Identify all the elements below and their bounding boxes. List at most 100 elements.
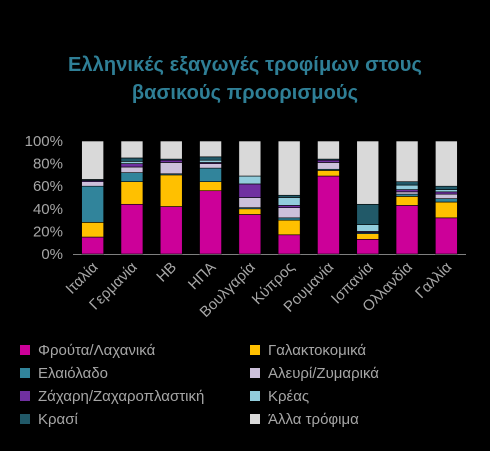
- bar-segment: [395, 184, 419, 190]
- bar-segment: [120, 157, 144, 162]
- bar-segment: [120, 181, 144, 205]
- chart-title-line-1: Ελληνικές εξαγωγές τροφίμων στους: [68, 54, 422, 76]
- bar-stack: [356, 140, 380, 255]
- bar-segment: [199, 163, 222, 169]
- bar-segment: [277, 219, 301, 236]
- bar-segment: [277, 217, 301, 221]
- bar-segment: [199, 181, 222, 192]
- bar-stack: [277, 140, 301, 255]
- bar-segment: [81, 222, 104, 238]
- bar-segment: [199, 190, 222, 255]
- chart-title-line-2: βασικούς προορισμούς: [131, 82, 359, 104]
- bar-segment: [81, 185, 104, 223]
- bar-segment: [199, 167, 222, 182]
- bar-segment: [120, 140, 144, 159]
- bar-segment: [317, 140, 340, 160]
- axis-layer: 0% 20% 40% 60% 80% 100%: [25, 133, 466, 263]
- legend-label: Γαλακτοκομικά: [268, 342, 366, 359]
- bar-segment: [81, 236, 104, 255]
- legend-label: Φρούτα/Λαχανικά: [38, 342, 156, 359]
- bar-segment: [238, 214, 262, 255]
- bar-segment: [435, 193, 458, 199]
- y-tick-label: 20%: [33, 223, 63, 240]
- bar-segment: [356, 233, 380, 240]
- legend-swatch: [250, 414, 260, 424]
- legend-label: Ζάχαρη/Ζαχαροπλαστική: [38, 388, 204, 405]
- legend-swatch: [20, 391, 30, 401]
- bar-segment: [435, 217, 458, 255]
- bar-segment: [395, 193, 419, 197]
- bar-segment: [317, 175, 340, 255]
- bar-stack: [120, 140, 144, 255]
- bar-segment: [238, 197, 262, 208]
- bar-segment: [435, 191, 458, 195]
- bar-segment: [120, 172, 144, 182]
- bar-segment: [120, 166, 144, 173]
- y-tick-label: 80%: [33, 156, 63, 173]
- legend-swatch: [250, 345, 260, 355]
- x-tick-label: Γαλλία: [412, 259, 455, 302]
- bar-segment: [238, 183, 262, 198]
- bars-layer: [81, 140, 458, 255]
- bar-segment: [120, 163, 144, 168]
- bar-segment: [356, 224, 380, 232]
- y-tick-label: 60%: [33, 178, 63, 195]
- bar-segment: [159, 140, 183, 160]
- bar-segment: [120, 203, 144, 255]
- y-tick-label: 40%: [33, 201, 63, 218]
- bar-segment: [159, 174, 183, 207]
- legend-label: Αλευρί/Ζυμαρικά: [268, 365, 379, 382]
- bar-stack: [395, 140, 419, 255]
- bar-segment: [395, 196, 419, 206]
- bar-segment: [395, 181, 419, 186]
- bar-segment: [277, 197, 301, 206]
- legend-swatch: [20, 414, 30, 424]
- bar-segment: [277, 234, 301, 255]
- y-tick-label: 0%: [41, 246, 63, 263]
- bar-segment: [159, 206, 183, 255]
- bar-stack: [238, 140, 262, 255]
- bar-segment: [435, 198, 458, 203]
- bar-segment: [356, 239, 380, 255]
- bar-segment: [277, 194, 301, 198]
- bar-segment: [435, 201, 458, 219]
- bar-segment: [199, 140, 222, 158]
- bar-segment: [395, 205, 419, 255]
- legend-swatch: [250, 391, 260, 401]
- bar-segment: [238, 175, 262, 185]
- x-tick-label: ΗΠΑ: [185, 259, 219, 293]
- bar-stack: [317, 140, 340, 255]
- bar-segment: [435, 189, 458, 193]
- legend-label: Κρέας: [268, 388, 309, 405]
- bar-stack: [159, 140, 183, 255]
- bar-segment: [159, 162, 183, 175]
- bar-segment: [81, 181, 104, 187]
- legend-label: Ελαιόλαδο: [38, 365, 108, 382]
- bar-segment: [159, 159, 183, 163]
- bar-segment: [435, 185, 458, 190]
- bar-segment: [277, 207, 301, 219]
- legend-label: Κρασί: [38, 411, 78, 428]
- bar-stack: [199, 140, 222, 255]
- bar-segment: [277, 140, 301, 196]
- bar-segment: [317, 159, 340, 163]
- bar-stack: [81, 140, 104, 255]
- bar-segment: [395, 189, 419, 193]
- legend-swatch: [20, 345, 30, 355]
- bar-segment: [238, 208, 262, 215]
- bar-segment: [199, 156, 222, 161]
- bar-segment: [435, 140, 458, 187]
- bar-stack: [435, 140, 458, 255]
- bar-segment: [317, 170, 340, 177]
- bar-segment: [120, 161, 144, 164]
- bar-segment: [317, 162, 340, 170]
- legend: Φρούτα/Λαχανικά Γαλακτοκομικά Ελαιόλαδο Αλε…: [20, 342, 379, 428]
- legend-label: Άλλα τρόφιμα: [268, 411, 359, 428]
- y-tick-label: 100%: [25, 133, 63, 150]
- bar-segment: [238, 140, 262, 177]
- legend-swatch: [250, 368, 260, 378]
- bar-segment: [356, 140, 380, 205]
